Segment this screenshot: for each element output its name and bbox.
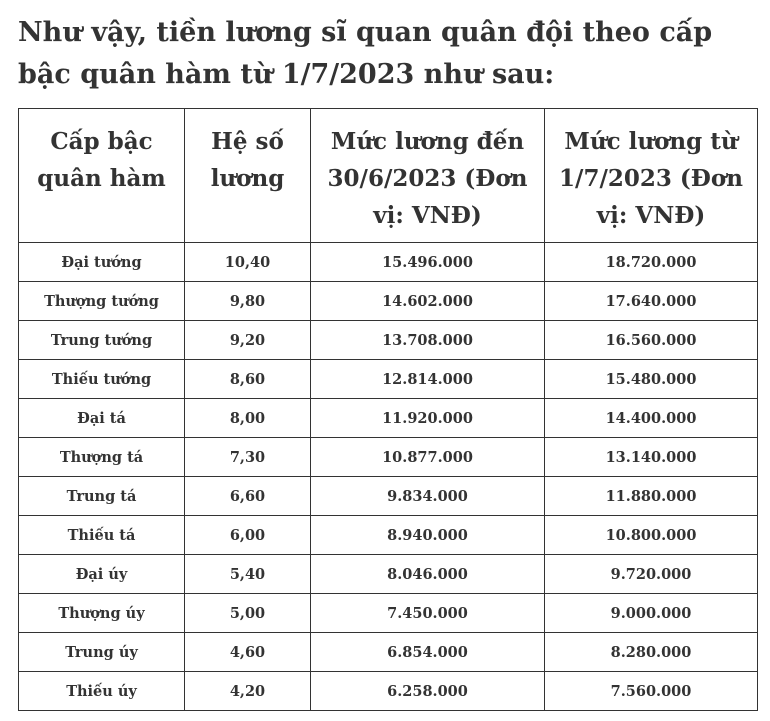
table-row: Đại úy 5,40 8.046.000 9.720.000 [18, 554, 758, 594]
cell-rank: Đại úy [18, 554, 185, 594]
cell-salary-before: 7.450.000 [310, 593, 545, 633]
cell-rank: Đại tá [18, 398, 185, 438]
cell-rank: Thiếu tá [18, 515, 185, 555]
salary-table: Cấp bậc quân hàm Hệ số lương Mức lương đ… [18, 108, 758, 711]
cell-salary-after: 9.000.000 [544, 593, 758, 633]
cell-salary-after: 18.720.000 [544, 242, 758, 282]
table-row: Trung úy 4,60 6.854.000 8.280.000 [18, 632, 758, 672]
cell-salary-before: 12.814.000 [310, 359, 545, 399]
cell-coefficient: 9,80 [184, 281, 311, 321]
cell-rank: Thượng tướng [18, 281, 185, 321]
table-row: Thiếu úy 4,20 6.258.000 7.560.000 [18, 671, 758, 711]
cell-salary-after: 13.140.000 [544, 437, 758, 477]
cell-coefficient: 8,00 [184, 398, 311, 438]
cell-salary-after: 16.560.000 [544, 320, 758, 360]
cell-rank: Thiếu tướng [18, 359, 185, 399]
cell-coefficient: 7,30 [184, 437, 311, 477]
cell-coefficient: 10,40 [184, 242, 311, 282]
cell-coefficient: 4,20 [184, 671, 311, 711]
table-row: Thượng úy 5,00 7.450.000 9.000.000 [18, 593, 758, 633]
cell-coefficient: 6,60 [184, 476, 311, 516]
cell-coefficient: 5,40 [184, 554, 311, 594]
cell-salary-before: 6.258.000 [310, 671, 545, 711]
header-row: Cấp bậc quân hàm Hệ số lương Mức lương đ… [18, 108, 758, 243]
cell-rank: Thượng úy [18, 593, 185, 633]
cell-salary-before: 11.920.000 [310, 398, 545, 438]
cell-salary-before: 14.602.000 [310, 281, 545, 321]
cell-salary-before: 8.940.000 [310, 515, 545, 555]
table-row: Trung tá 6,60 9.834.000 11.880.000 [18, 476, 758, 516]
cell-rank: Thượng tá [18, 437, 185, 477]
cell-salary-after: 10.800.000 [544, 515, 758, 555]
table-row: Thiếu tá 6,00 8.940.000 10.800.000 [18, 515, 758, 555]
cell-salary-before: 13.708.000 [310, 320, 545, 360]
cell-salary-after: 7.560.000 [544, 671, 758, 711]
cell-salary-after: 8.280.000 [544, 632, 758, 672]
table-row: Thiếu tướng 8,60 12.814.000 15.480.000 [18, 359, 758, 399]
cell-salary-after: 9.720.000 [544, 554, 758, 594]
heading: Như vậy, tiền lương sĩ quan quân đội the… [18, 17, 713, 90]
cell-salary-before: 6.854.000 [310, 632, 545, 672]
cell-salary-after: 17.640.000 [544, 281, 758, 321]
cell-salary-after: 15.480.000 [544, 359, 758, 399]
cell-coefficient: 5,00 [184, 593, 311, 633]
header-coefficient: Hệ số lương [184, 108, 311, 243]
table-row: Đại tướng 10,40 15.496.000 18.720.000 [18, 242, 758, 282]
cell-coefficient: 9,20 [184, 320, 311, 360]
header-rank: Cấp bậc quân hàm [18, 108, 185, 243]
table-row: Đại tá 8,00 11.920.000 14.400.000 [18, 398, 758, 438]
cell-rank: Đại tướng [18, 242, 185, 282]
cell-coefficient: 6,00 [184, 515, 311, 555]
cell-salary-before: 9.834.000 [310, 476, 545, 516]
cell-rank: Trung tướng [18, 320, 185, 360]
cell-salary-after: 14.400.000 [544, 398, 758, 438]
table-row: Thượng tướng 9,80 14.602.000 17.640.000 [18, 281, 758, 321]
cell-rank: Trung tá [18, 476, 185, 516]
cell-salary-after: 11.880.000 [544, 476, 758, 516]
cell-salary-before: 15.496.000 [310, 242, 545, 282]
cell-rank: Thiếu úy [18, 671, 185, 711]
header-salary-after: Mức lương từ 1/7/2023 (Đơn vị: VNĐ) [544, 108, 758, 243]
header-salary-before: Mức lương đến 30/6/2023 (Đơn vị: VNĐ) [310, 108, 545, 243]
table-row: Thượng tá 7,30 10.877.000 13.140.000 [18, 437, 758, 477]
cell-rank: Trung úy [18, 632, 185, 672]
table-row: Trung tướng 9,20 13.708.000 16.560.000 [18, 320, 758, 360]
cell-salary-before: 10.877.000 [310, 437, 545, 477]
cell-coefficient: 4,60 [184, 632, 311, 672]
cell-coefficient: 8,60 [184, 359, 311, 399]
cell-salary-before: 8.046.000 [310, 554, 545, 594]
